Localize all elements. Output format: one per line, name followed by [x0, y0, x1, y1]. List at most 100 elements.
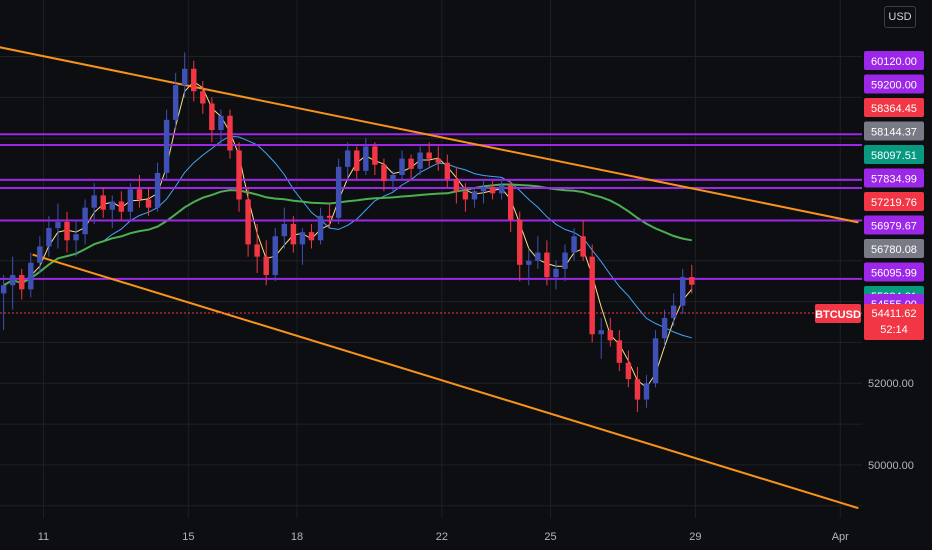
candle-body[interactable] — [326, 215, 333, 218]
candle-body[interactable] — [0, 285, 7, 294]
candle-body[interactable] — [498, 185, 505, 194]
price-label-box — [864, 98, 924, 117]
candle-body[interactable] — [661, 317, 668, 339]
price-label-box — [864, 121, 924, 141]
price-label: 56979.67 — [871, 221, 917, 233]
candle-body[interactable] — [535, 252, 541, 261]
candle-body[interactable] — [553, 268, 559, 278]
candle-body[interactable] — [227, 115, 233, 151]
price-label: 58364.45 — [871, 103, 917, 115]
candle-body[interactable] — [290, 223, 297, 245]
candle-body[interactable] — [91, 195, 97, 208]
price-label-box — [864, 262, 924, 282]
price-label: 60120.00 — [871, 56, 917, 68]
price-label: 58097.51 — [871, 150, 917, 162]
candle-body[interactable] — [607, 330, 613, 341]
candle-body[interactable] — [354, 150, 360, 171]
candle-body[interactable] — [317, 215, 324, 241]
candle-body[interactable] — [37, 246, 43, 263]
candle-body[interactable] — [272, 236, 278, 276]
candle-body[interactable] — [580, 236, 586, 257]
x-tick-label: 11 — [38, 531, 49, 543]
channel-trendline[interactable] — [32, 253, 859, 510]
candle-body[interactable] — [109, 201, 115, 210]
candle-body[interactable] — [453, 179, 460, 192]
candle-countdown: 52:14 — [880, 324, 908, 336]
candle-body[interactable] — [127, 189, 134, 212]
x-tick-label: 29 — [689, 531, 701, 543]
candle-body[interactable] — [408, 158, 414, 169]
candle-body[interactable] — [19, 275, 25, 290]
candle-body[interactable] — [344, 150, 351, 167]
candle-body[interactable] — [652, 338, 659, 384]
candle-body[interactable] — [381, 164, 387, 182]
candle-body[interactable] — [372, 146, 378, 165]
candle-body[interactable] — [598, 330, 604, 335]
candle-body[interactable] — [562, 252, 568, 269]
candle-body[interactable] — [82, 207, 88, 235]
candle-body[interactable] — [154, 172, 161, 208]
candle-body[interactable] — [163, 119, 170, 173]
candle-body[interactable] — [46, 228, 52, 247]
candle-body[interactable] — [544, 252, 550, 278]
price-label: 56095.99 — [871, 268, 917, 280]
candle-body[interactable] — [200, 91, 206, 104]
candle-body[interactable] — [263, 256, 269, 276]
candle-body[interactable] — [64, 221, 70, 241]
candle-body[interactable] — [471, 191, 478, 200]
candle-body[interactable] — [643, 383, 650, 400]
candle-body[interactable] — [299, 232, 306, 245]
candle-body[interactable] — [426, 152, 432, 159]
candle-body[interactable] — [181, 68, 188, 86]
candle-body[interactable] — [73, 234, 79, 241]
candle-body[interactable] — [444, 162, 451, 180]
candle-body[interactable] — [308, 232, 315, 241]
candle-body[interactable] — [172, 85, 179, 120]
candle-body[interactable] — [480, 187, 487, 192]
candle-body[interactable] — [245, 199, 251, 245]
candle-body[interactable] — [507, 185, 514, 220]
candle-body[interactable] — [28, 262, 34, 290]
candle-body[interactable] — [517, 219, 523, 265]
candle-body[interactable] — [118, 201, 125, 212]
y-tick-label: 50000.00 — [868, 460, 914, 472]
candle-body[interactable] — [417, 152, 423, 169]
price-label-box — [864, 168, 924, 188]
candle-body[interactable] — [589, 256, 595, 335]
candle-body[interactable] — [399, 158, 405, 175]
candle-body[interactable] — [625, 362, 632, 380]
candle-body[interactable] — [616, 340, 623, 363]
price-label-box — [864, 215, 924, 235]
candle-body[interactable] — [680, 277, 686, 306]
candle-body[interactable] — [435, 158, 441, 163]
candle-body[interactable] — [390, 174, 396, 182]
candle-body[interactable] — [136, 189, 143, 200]
candle-body[interactable] — [9, 275, 16, 286]
candle-body[interactable] — [191, 68, 197, 92]
candle-body[interactable] — [209, 103, 215, 131]
candle-body[interactable] — [363, 146, 369, 171]
candle-body[interactable] — [55, 221, 61, 229]
price-label: 57219.76 — [871, 197, 917, 209]
candle-body[interactable] — [218, 115, 224, 131]
candle-body[interactable] — [489, 187, 496, 194]
x-tick-label: 25 — [544, 531, 556, 543]
candle-body[interactable] — [634, 379, 641, 400]
candle-body[interactable] — [689, 277, 695, 285]
candle-body[interactable] — [236, 150, 242, 200]
candle-body[interactable] — [100, 195, 106, 210]
candle-body[interactable] — [145, 199, 152, 208]
candle-body[interactable] — [335, 166, 342, 218]
currency-button[interactable]: USD — [884, 6, 916, 28]
channel-trendline[interactable] — [0, 45, 859, 224]
candle-body[interactable] — [571, 236, 577, 253]
candle-body[interactable] — [462, 191, 469, 200]
candle-body[interactable] — [281, 223, 288, 237]
candle-body[interactable] — [526, 260, 532, 265]
current-price-label: 54411.62 — [871, 308, 916, 320]
candle-body[interactable] — [670, 305, 677, 318]
candle-body[interactable] — [254, 244, 260, 257]
price-label-box — [864, 192, 924, 211]
